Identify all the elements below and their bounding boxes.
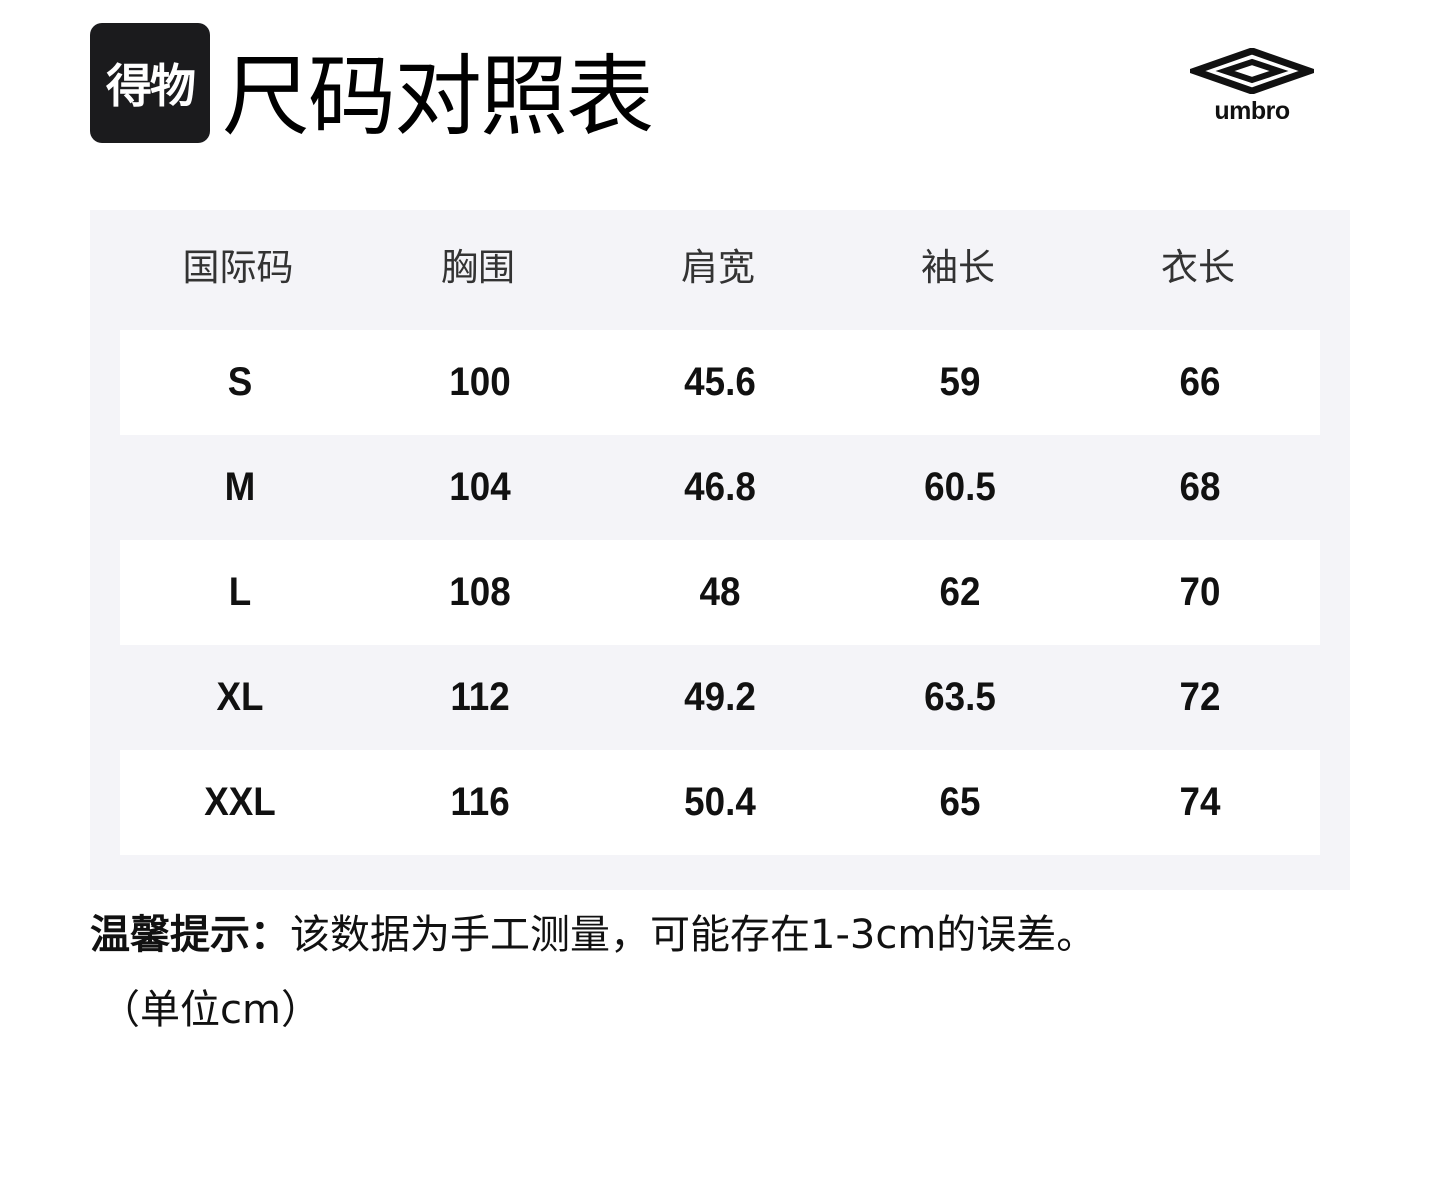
column-header: 衣长 xyxy=(1161,246,1235,289)
table-cell: S xyxy=(227,360,253,404)
table-cell: 65 xyxy=(939,780,981,824)
table-cell: 112 xyxy=(450,675,510,719)
table-cell: 104 xyxy=(449,465,511,509)
column-header: 袖长 xyxy=(921,246,995,289)
table-cell: L xyxy=(228,570,252,614)
size-table: 国际码 胸围 肩宽 袖长 衣长 S 100 45.6 59 66 M 104 46.8 60.5… xyxy=(90,210,1350,890)
table-row: M 104 46.8 60.5 68 xyxy=(120,435,1320,540)
column-header: 国际码 xyxy=(182,246,294,289)
column-header: 胸围 xyxy=(441,246,515,289)
table-cell: 66 xyxy=(1179,360,1221,404)
table-cell: 50.4 xyxy=(684,780,756,824)
table-cell: XXL xyxy=(204,780,276,824)
table-cell: 116 xyxy=(450,780,510,824)
table-cell: 60.5 xyxy=(924,465,996,509)
table-row: XXL 116 50.4 65 74 xyxy=(120,750,1320,855)
tip-note: 温馨提示：该数据为手工测量，可能存在1-3cm的误差。 xyxy=(90,905,1096,965)
table-header: 国际码 胸围 肩宽 袖长 衣长 xyxy=(118,238,1318,298)
unit-note: （单位cm） xyxy=(100,987,321,1033)
table-cell: 49.2 xyxy=(684,675,756,719)
table-row: L 108 48 62 70 xyxy=(120,540,1320,645)
tip-text: 该数据为手工测量，可能存在1-3cm的误差。 xyxy=(290,912,1097,958)
table-cell: 48 xyxy=(699,570,741,614)
umbro-diamond-icon xyxy=(1184,47,1320,95)
table-cell: 72 xyxy=(1179,675,1221,719)
table-row: XL 112 49.2 63.5 72 xyxy=(120,645,1320,750)
table-cell: 74 xyxy=(1179,780,1221,824)
dewu-logo: 得物 xyxy=(90,23,210,143)
table-cell: 45.6 xyxy=(684,360,756,404)
table-cell: 59 xyxy=(939,360,981,404)
table-row: S 100 45.6 59 66 xyxy=(120,330,1320,435)
table-cell: 108 xyxy=(449,570,511,614)
table-cell: M xyxy=(224,465,256,509)
column-header: 肩宽 xyxy=(681,246,755,289)
table-cell: XL xyxy=(216,675,264,719)
umbro-logo: umbro xyxy=(1184,47,1320,124)
table-cell: 46.8 xyxy=(684,465,756,509)
table-cell: 63.5 xyxy=(924,675,996,719)
table-cell: 100 xyxy=(449,360,511,404)
table-cell: 68 xyxy=(1179,465,1221,509)
page-title: 尺码对照表 xyxy=(222,45,654,148)
tip-label: 温馨提示： xyxy=(90,912,290,958)
table-cell: 70 xyxy=(1179,570,1221,614)
table-cell: 62 xyxy=(939,570,981,614)
